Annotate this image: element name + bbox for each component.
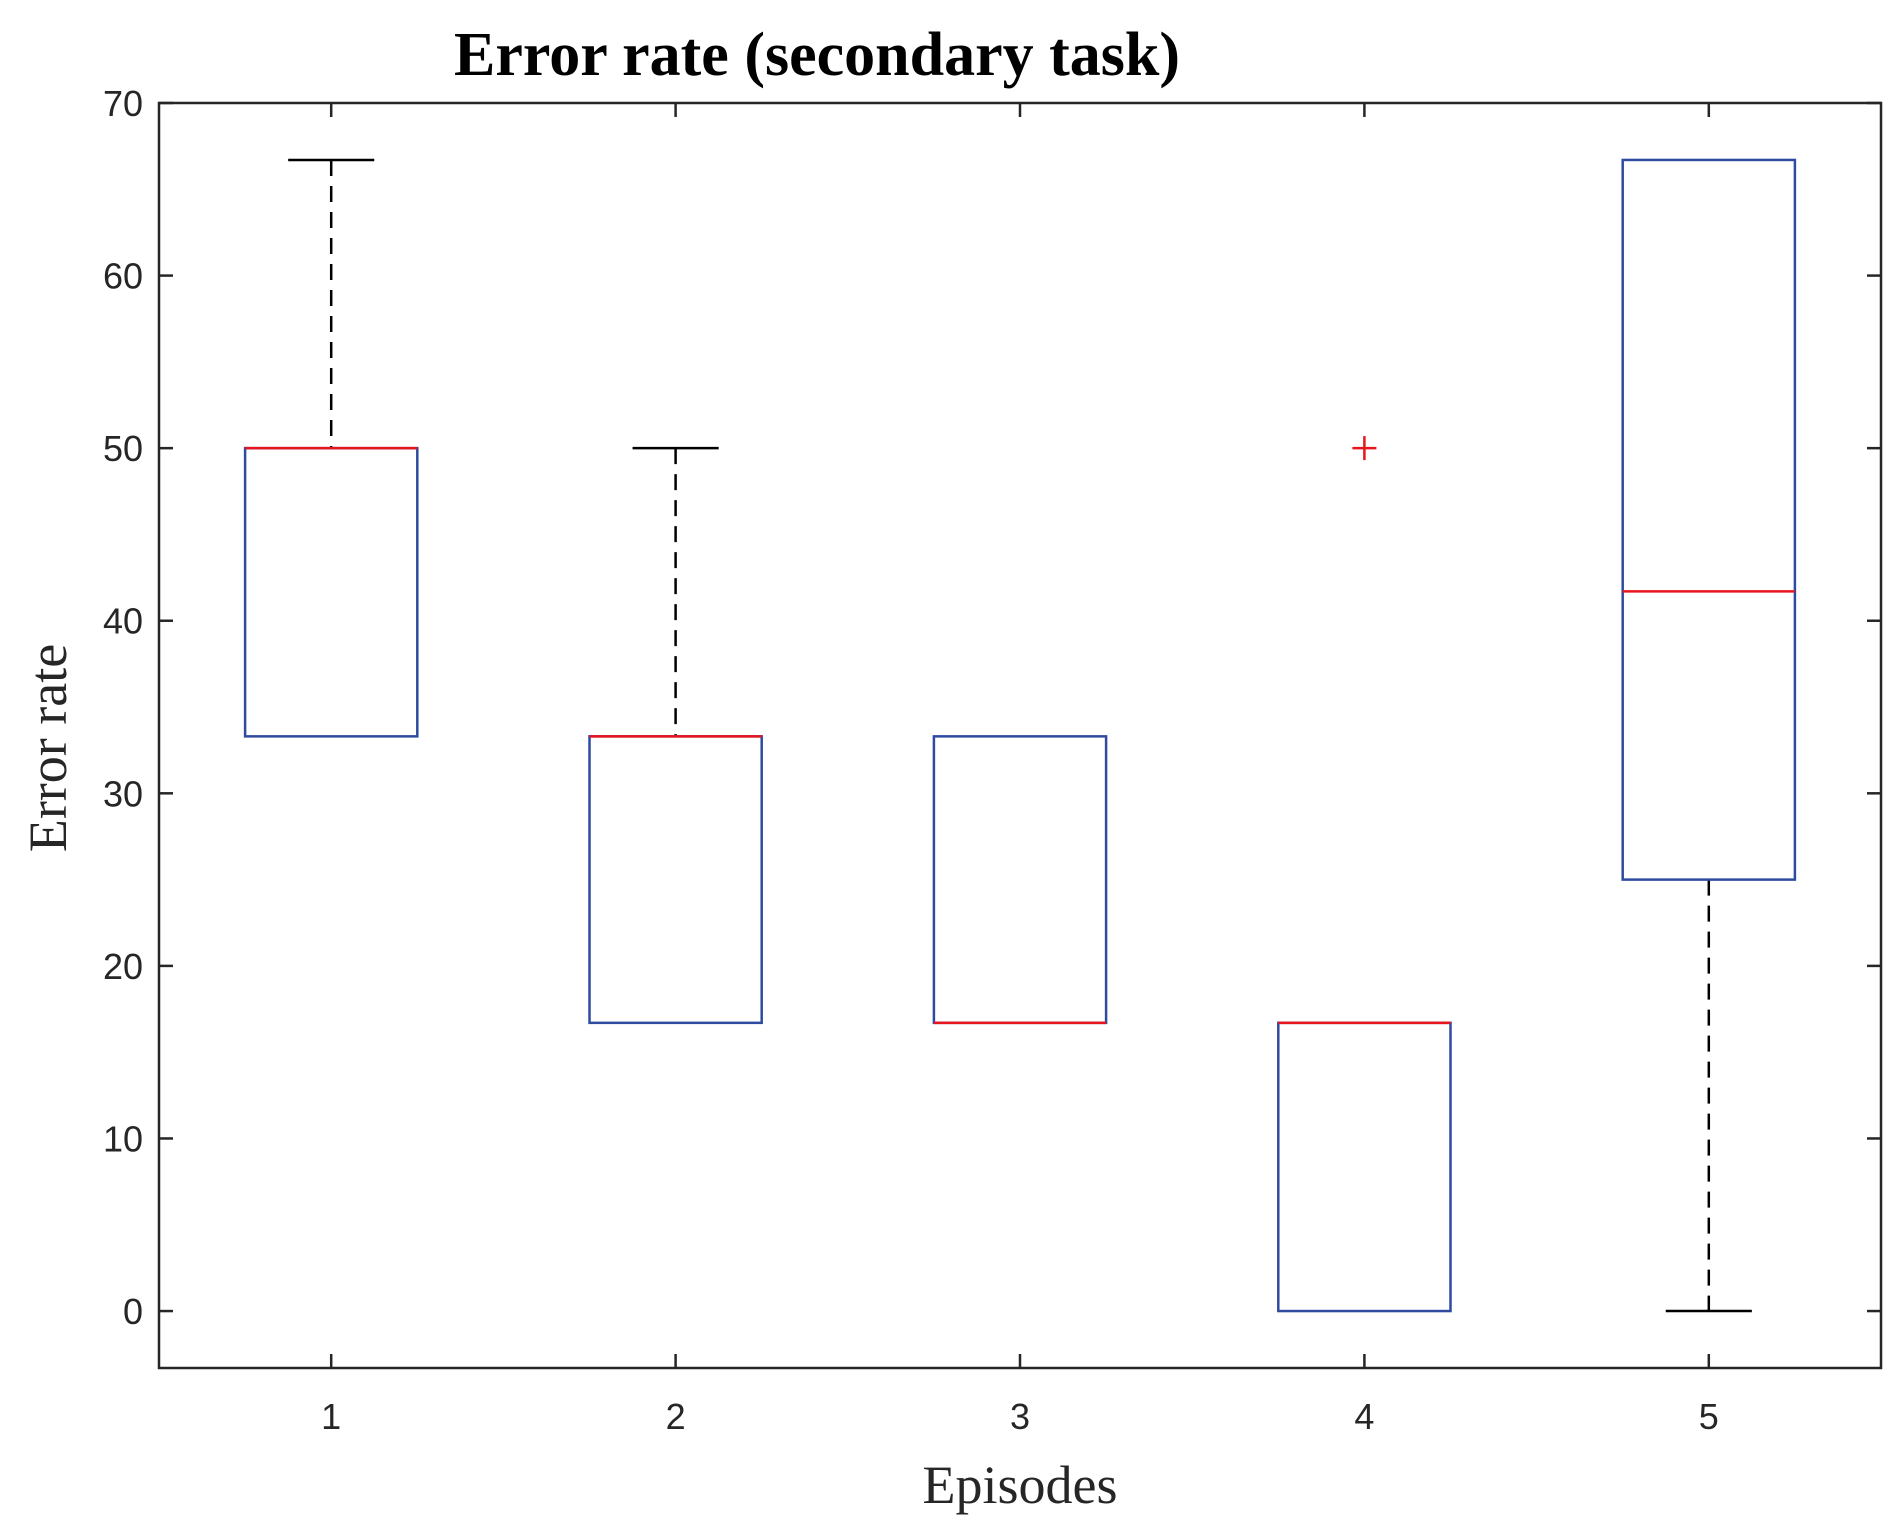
box-iqr xyxy=(1621,158,1797,881)
x-tick-label: 1 xyxy=(321,1396,341,1437)
chart-title: Error rate (secondary task) xyxy=(454,21,1180,89)
y-tick-label: 0 xyxy=(123,1291,143,1332)
x-tick-label: 2 xyxy=(666,1396,686,1437)
y-tick-label: 40 xyxy=(103,601,143,642)
axis-ticks: 0 10 20 30 40 50 60 70 1 2 3 4 5 xyxy=(103,83,1881,1437)
box-iqr xyxy=(932,735,1108,1025)
y-tick-label: 70 xyxy=(103,83,143,124)
box-group-4 xyxy=(1277,436,1452,1313)
box-group-2 xyxy=(588,446,763,1025)
box-group-5 xyxy=(1621,158,1797,1313)
y-tick-label: 50 xyxy=(103,428,143,469)
box-iqr xyxy=(1277,1021,1452,1313)
y-tick-label: 30 xyxy=(103,773,143,814)
x-axis-label: Episodes xyxy=(923,1455,1118,1515)
x-tick-label: 4 xyxy=(1354,1396,1374,1437)
box-group-1 xyxy=(243,158,419,738)
box-series xyxy=(243,158,1797,1313)
box-group-3 xyxy=(932,735,1108,1025)
y-axis-label: Error rate xyxy=(18,644,78,852)
box-iqr xyxy=(243,446,419,738)
outlier-marker xyxy=(1352,436,1377,461)
y-tick-label: 10 xyxy=(103,1118,143,1159)
box-iqr xyxy=(588,735,763,1025)
x-tick-label: 5 xyxy=(1699,1396,1719,1437)
y-tick-label: 20 xyxy=(103,946,143,987)
x-tick-label: 3 xyxy=(1010,1396,1030,1437)
y-tick-label: 60 xyxy=(103,256,143,297)
